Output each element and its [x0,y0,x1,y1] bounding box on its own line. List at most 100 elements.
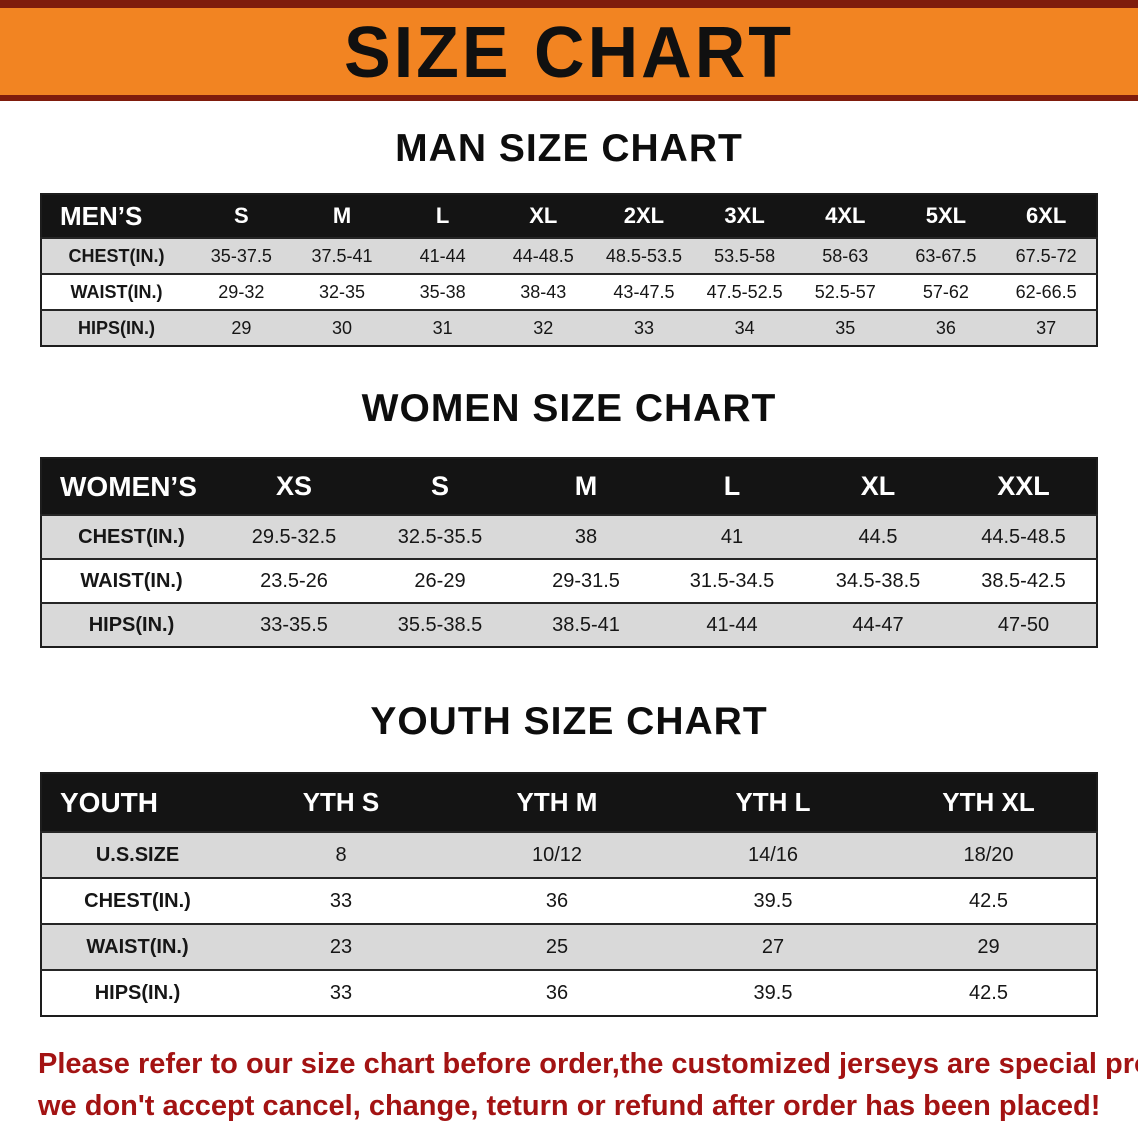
value-cell: 29-32 [218,281,265,302]
value-cell: 52.5-57 [814,281,876,302]
size-column-header: YTH S [233,773,449,832]
value-cell: 23 [329,935,353,958]
section-women: WOMEN SIZE CHART WOMEN’S XS S M L XL XXL CHEST(… [0,387,1138,648]
value-cell: 44-47 [852,613,904,636]
size-column-header: 3XL [694,194,795,238]
value-cell: 30 [331,317,352,338]
value-cell: 31.5-34.5 [689,569,775,592]
table-row: HIPS(IN.) 33-35.5 35.5-38.5 38.5-41 41-44 44-… [41,603,1097,647]
value-cell: 38.5-41 [552,613,620,636]
value-cell: 31 [432,317,453,338]
table-row: CHEST(IN.) 33 36 39.5 42.5 [41,878,1097,924]
size-column-header: 4XL [794,194,896,238]
disclaimer: Please refer to our size chart before or… [0,1043,1138,1143]
value-cell: 38.5-42.5 [981,569,1066,592]
table-row: HIPS(IN.) 29 30 31 32 33 34 35 36 37 [41,310,1097,346]
value-cell: 14/16 [747,843,799,866]
header-row: WOMEN’S XS S M L XL XXL [41,458,1097,515]
value-cell: 37 [1036,317,1057,338]
value-cell: 48.5-53.5 [605,245,682,266]
row-label: WAIST(IN.) [70,281,163,302]
value-cell: 41-44 [706,613,758,636]
row-label: HIPS(IN.) [77,317,155,338]
size-column-header: YTH L [665,773,881,832]
value-cell: 38 [574,525,598,548]
value-cell: 67.5-72 [1015,245,1077,266]
value-cell: 35 [835,317,856,338]
value-cell: 58-63 [822,245,869,266]
size-column-header: XXL [951,458,1097,515]
value-cell: 29-31.5 [552,569,620,592]
value-cell: 32.5-35.5 [397,525,483,548]
group-label-header: WOMEN’S [41,458,221,515]
table-row: HIPS(IN.) 33 36 39.5 42.5 [41,970,1097,1016]
size-column-header: S [367,458,513,515]
size-column-header: 6XL [996,194,1097,238]
header-row: YOUTH YTH S YTH M YTH L YTH XL [41,773,1097,832]
value-cell: 36 [545,889,569,912]
value-cell: 42.5 [969,981,1008,1004]
value-cell: 29.5-32.5 [251,525,337,548]
group-label-header: YOUTH [41,773,233,832]
value-cell: 32-35 [318,281,365,302]
value-cell: 29 [977,935,1000,958]
value-cell: 34 [734,317,755,338]
value-cell: 33 [329,889,353,912]
row-label: CHEST(IN.) [84,889,191,912]
value-cell: 35.5-38.5 [397,613,483,636]
value-cell: 38-43 [520,281,567,302]
size-column-header: M [513,458,659,515]
value-cell: 43-47.5 [613,281,675,302]
row-label: CHEST(IN.) [78,525,185,548]
value-cell: 29 [231,317,252,338]
header-row: MEN’S S M L XL 2XL 3XL 4XL 5XL 6XL [41,194,1097,238]
value-cell: 10/12 [531,843,583,866]
value-cell: 33 [329,981,353,1004]
value-cell: 26-29 [414,569,466,592]
disclaimer-line-1: Please refer to our size chart before or… [38,1048,1138,1080]
women-size-table: WOMEN’S XS S M L XL XXL CHEST(IN.) 29.5-32.5 32.5… [40,457,1098,648]
size-column-header: YTH XL [881,773,1097,832]
value-cell: 44.5 [858,525,898,548]
banner: SIZE CHART [0,0,1138,101]
value-cell: 63-67.5 [915,245,977,266]
value-cell: 53.5-58 [714,245,776,266]
value-cell: 35-37.5 [210,245,272,266]
size-column-header: L [659,458,805,515]
value-cell: 18/20 [963,843,1014,866]
disclaimer-line-2: we don't accept cancel, change, teturn o… [38,1090,1101,1123]
value-cell: 35-38 [419,281,466,302]
youth-size-table: YOUTH YTH S YTH M YTH L YTH XL U.S.SIZE 8 10/12… [40,772,1098,1017]
size-column-header: S [191,194,292,238]
size-column-header: L [392,194,493,238]
value-cell: 41-44 [419,245,466,266]
value-cell: 23.5-26 [260,569,328,592]
size-column-header: 2XL [593,194,695,238]
table-row: WAIST(IN.) 23.5-26 26-29 29-31.5 31.5-34.5 34… [41,559,1097,603]
value-cell: 47-50 [997,613,1050,636]
row-label: WAIST(IN.) [80,569,183,592]
table-row: CHEST(IN.) 29.5-32.5 32.5-35.5 38 41 44.5 44.5… [41,515,1097,559]
value-cell: 25 [545,935,569,958]
row-label: U.S.SIZE [95,843,180,866]
men-section-heading: MAN SIZE CHART [395,127,743,170]
value-cell: 34.5-38.5 [835,569,921,592]
size-column-header: M [291,194,393,238]
size-column-header: 5XL [895,194,997,238]
value-cell: 39.5 [753,889,793,912]
row-label: WAIST(IN.) [86,935,189,958]
value-cell: 36 [935,317,956,338]
men-size-table: MEN’S S M L XL 2XL 3XL 4XL 5XL 6XL CHEST(IN.) 35-37… [40,193,1098,347]
value-cell: 8 [335,843,347,866]
value-cell: 27 [761,935,785,958]
table-row: WAIST(IN.) 29-32 32-35 35-38 38-43 43-47.5 47.… [41,274,1097,310]
row-label: HIPS(IN.) [88,613,175,636]
value-cell: 37.5-41 [311,245,373,266]
table-row: U.S.SIZE 8 10/12 14/16 18/20 [41,832,1097,878]
value-cell: 42.5 [969,889,1008,912]
value-cell: 32 [533,317,554,338]
page-title: SIZE CHART [344,10,794,93]
youth-section-heading: YOUTH SIZE CHART [370,700,768,743]
value-cell: 44.5-48.5 [981,525,1066,548]
